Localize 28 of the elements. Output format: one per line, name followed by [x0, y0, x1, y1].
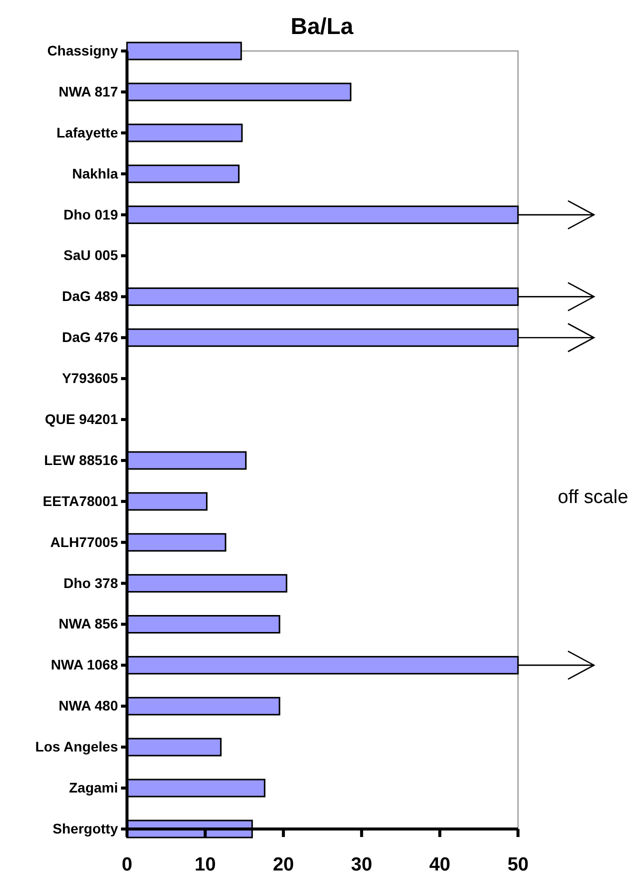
x-tick-label: 30: [351, 854, 372, 876]
y-tick-label: QUE 94201: [44, 411, 118, 428]
y-tick-label: Shergotty: [52, 820, 118, 836]
y-tick-label: EETA78001: [42, 492, 118, 509]
text: off scale: [558, 487, 628, 508]
x-tick-label: 40: [429, 854, 450, 876]
y-tick-label: NWA 817: [58, 83, 118, 100]
y-tick-label: Nakhla: [72, 165, 118, 182]
x-tick-label: 10: [194, 854, 216, 876]
chart-title: Ba/La: [290, 13, 354, 39]
y-tick-label: Dho 019: [64, 206, 118, 222]
y-tick-label: Lafayette: [56, 124, 118, 140]
y-tick-label: LEW 88516: [44, 452, 118, 468]
y-tick-label: DaG 476: [62, 329, 118, 346]
y-tick-label: Dho 378: [64, 574, 118, 591]
y-tick-label: NWA 856: [58, 616, 118, 632]
y-tick-label: ALH77005: [50, 534, 118, 550]
y-tick-label: NWA 1068: [50, 656, 118, 673]
x-tick-label: 20: [272, 854, 294, 876]
y-tick-label: Los Angeles: [35, 738, 118, 755]
x-tick-label: 50: [507, 854, 529, 876]
x-tick-label: 0: [122, 854, 132, 876]
y-tick-label: DaG 489: [62, 288, 118, 304]
y-tick-label: Chassigny: [47, 42, 118, 58]
y-tick-label: SaU 005: [64, 247, 118, 264]
y-tick-label: Zagami: [68, 780, 118, 796]
y-tick-label: Y793605: [62, 370, 118, 386]
y-tick-label: NWA 480: [58, 698, 118, 714]
